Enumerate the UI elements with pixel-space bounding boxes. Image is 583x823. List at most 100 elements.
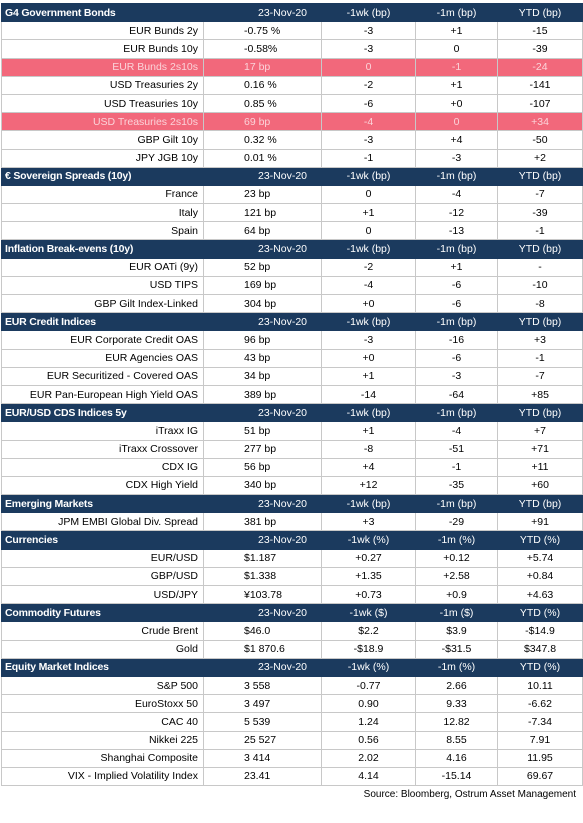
column-header: 23-Nov-20 — [203, 603, 322, 623]
cell-value: 56 bp — [203, 457, 322, 477]
row-label: Crude Brent — [1, 621, 204, 641]
cell-value: -0.75 % — [203, 21, 322, 41]
section-title: Equity Market Indices — [1, 657, 204, 677]
cell-value: -4 — [321, 112, 416, 132]
cell-value: +1 — [321, 421, 416, 441]
cell-value: -6 — [321, 93, 416, 114]
cell-value: -1 — [497, 348, 583, 368]
row-label: EUR/USD — [1, 548, 204, 568]
cell-value: 8.55 — [415, 730, 498, 750]
cell-value: -6.62 — [497, 694, 583, 714]
cell-value: 34 bp — [203, 366, 322, 386]
cell-value: 340 bp — [203, 475, 322, 496]
cell-value: 5 539 — [203, 712, 322, 732]
row-label: Shanghai Composite — [1, 748, 204, 768]
data-row: USD/JPY ¥103.78 +0.73 +0.9 +4.63 — [1, 584, 583, 605]
row-label: CAC 40 — [1, 712, 204, 732]
cell-value: +4 — [415, 130, 498, 150]
row-label: USD/JPY — [1, 584, 204, 605]
cell-value: 0 — [415, 39, 498, 59]
cell-value: +0.73 — [321, 584, 416, 605]
cell-value: +1 — [321, 203, 416, 223]
cell-value: -3 — [415, 366, 498, 386]
cell-value: +1 — [415, 75, 498, 95]
data-row: USD TIPS 169 bp -4 -6 -10 — [1, 275, 583, 296]
cell-value: 7.91 — [497, 730, 583, 750]
column-header: -1m (%) — [415, 657, 498, 677]
cell-value: 4.16 — [415, 748, 498, 768]
cell-value: 23 bp — [203, 184, 322, 205]
row-label: Italy — [1, 203, 204, 223]
cell-value: +0 — [321, 348, 416, 368]
cell-value: 3 414 — [203, 748, 322, 768]
section-title: G4 Government Bonds — [1, 2, 204, 23]
data-row: Spain 64 bp 0 -13 -1 — [1, 221, 583, 241]
cell-value: -$14.9 — [497, 621, 583, 641]
row-label: EUR Bunds 10y — [1, 39, 204, 59]
cell-value: -6 — [415, 348, 498, 368]
row-label: EUR Agencies OAS — [1, 348, 204, 368]
cell-value: -39 — [497, 203, 583, 223]
cell-value: -107 — [497, 93, 583, 114]
column-header: 23-Nov-20 — [203, 239, 322, 259]
section-header: Emerging Markets 23-Nov-20 -1wk (bp) -1m (b… — [1, 494, 583, 514]
section-title: Inflation Break-evens (10y) — [1, 239, 204, 259]
cell-value: 169 bp — [203, 275, 322, 296]
cell-value: +91 — [497, 512, 583, 532]
cell-value: -50 — [497, 130, 583, 150]
row-label: USD Treasuries 2s10s — [1, 112, 204, 132]
cell-value: - — [497, 257, 583, 277]
data-row: EUR/USD $1.187 +0.27 +0.12 +5.74 — [1, 548, 583, 568]
data-row: USD Treasuries 2y 0.16 % -2 +1 -141 — [1, 75, 583, 95]
cell-value: +71 — [497, 439, 583, 459]
data-row: EUR Securitized - Covered OAS 34 bp +1 -3 -7 — [1, 366, 583, 386]
row-label: EUR Bunds 2y — [1, 21, 204, 41]
data-row: EuroStoxx 50 3 497 0.90 9.33 -6.62 — [1, 694, 583, 714]
column-header: YTD (%) — [497, 657, 583, 677]
data-row: Italy 121 bp +1 -12 -39 — [1, 203, 583, 223]
column-header: YTD (%) — [497, 603, 583, 623]
cell-value: -13 — [415, 221, 498, 241]
cell-value: 0.32 % — [203, 130, 322, 150]
cell-value: -14 — [321, 384, 416, 405]
cell-value: 51 bp — [203, 421, 322, 441]
data-row: CAC 40 5 539 1.24 12.82 -7.34 — [1, 712, 583, 732]
cell-value: 9.33 — [415, 694, 498, 714]
row-label: iTraxx Crossover — [1, 439, 204, 459]
cell-value: -6 — [415, 275, 498, 296]
data-row: EUR OATi (9y) 52 bp -2 +1- — [1, 257, 583, 277]
cell-value: 0 — [321, 57, 416, 77]
cell-value: $2.2 — [321, 621, 416, 641]
cell-value: 11.95 — [497, 748, 583, 768]
cell-value: -4 — [415, 421, 498, 441]
data-row: EUR Pan-European High Yield OAS 389 bp -14… — [1, 384, 583, 405]
row-label: USD Treasuries 2y — [1, 75, 204, 95]
cell-value: $1 870.6 — [203, 639, 322, 659]
cell-value: -6 — [415, 293, 498, 314]
cell-value: 43 bp — [203, 348, 322, 368]
cell-value: -64 — [415, 384, 498, 405]
data-row: GBP/USD $1.338 +1.35 +2.58 +0.84 — [1, 566, 583, 587]
cell-value: -0.77 — [321, 675, 416, 696]
row-label: USD Treasuries 10y — [1, 93, 204, 114]
cell-value: +0.27 — [321, 548, 416, 568]
data-row: USD Treasuries 10y 0.85 % -6 +0 -107 — [1, 93, 583, 114]
row-label: Nikkei 225 — [1, 730, 204, 750]
cell-value: -$31.5 — [415, 639, 498, 659]
row-label: EUR Corporate Credit OAS — [1, 330, 204, 350]
highlighted-row: EUR Bunds 2s10s 17 bp 0 -1 -24 — [1, 57, 583, 77]
column-header: -1wk (bp) — [321, 312, 416, 332]
cell-value: 10.11 — [497, 675, 583, 696]
cell-value: +4.63 — [497, 584, 583, 605]
data-row: EUR Bunds 2y -0.75 % -3 +1 -15 — [1, 21, 583, 41]
cell-value: +5.74 — [497, 548, 583, 568]
cell-value: 0.16 % — [203, 75, 322, 95]
column-header: YTD (bp) — [497, 494, 583, 514]
cell-value: +1.35 — [321, 566, 416, 587]
section-header: EUR/USD CDS Indices 5y 23-Nov-20 -1wk (bp)… — [1, 403, 583, 423]
cell-value: 12.82 — [415, 712, 498, 732]
cell-value: -1 — [415, 457, 498, 477]
column-header: YTD (bp) — [497, 2, 583, 23]
cell-value: +2.58 — [415, 566, 498, 587]
cell-value: 3 558 — [203, 675, 322, 696]
